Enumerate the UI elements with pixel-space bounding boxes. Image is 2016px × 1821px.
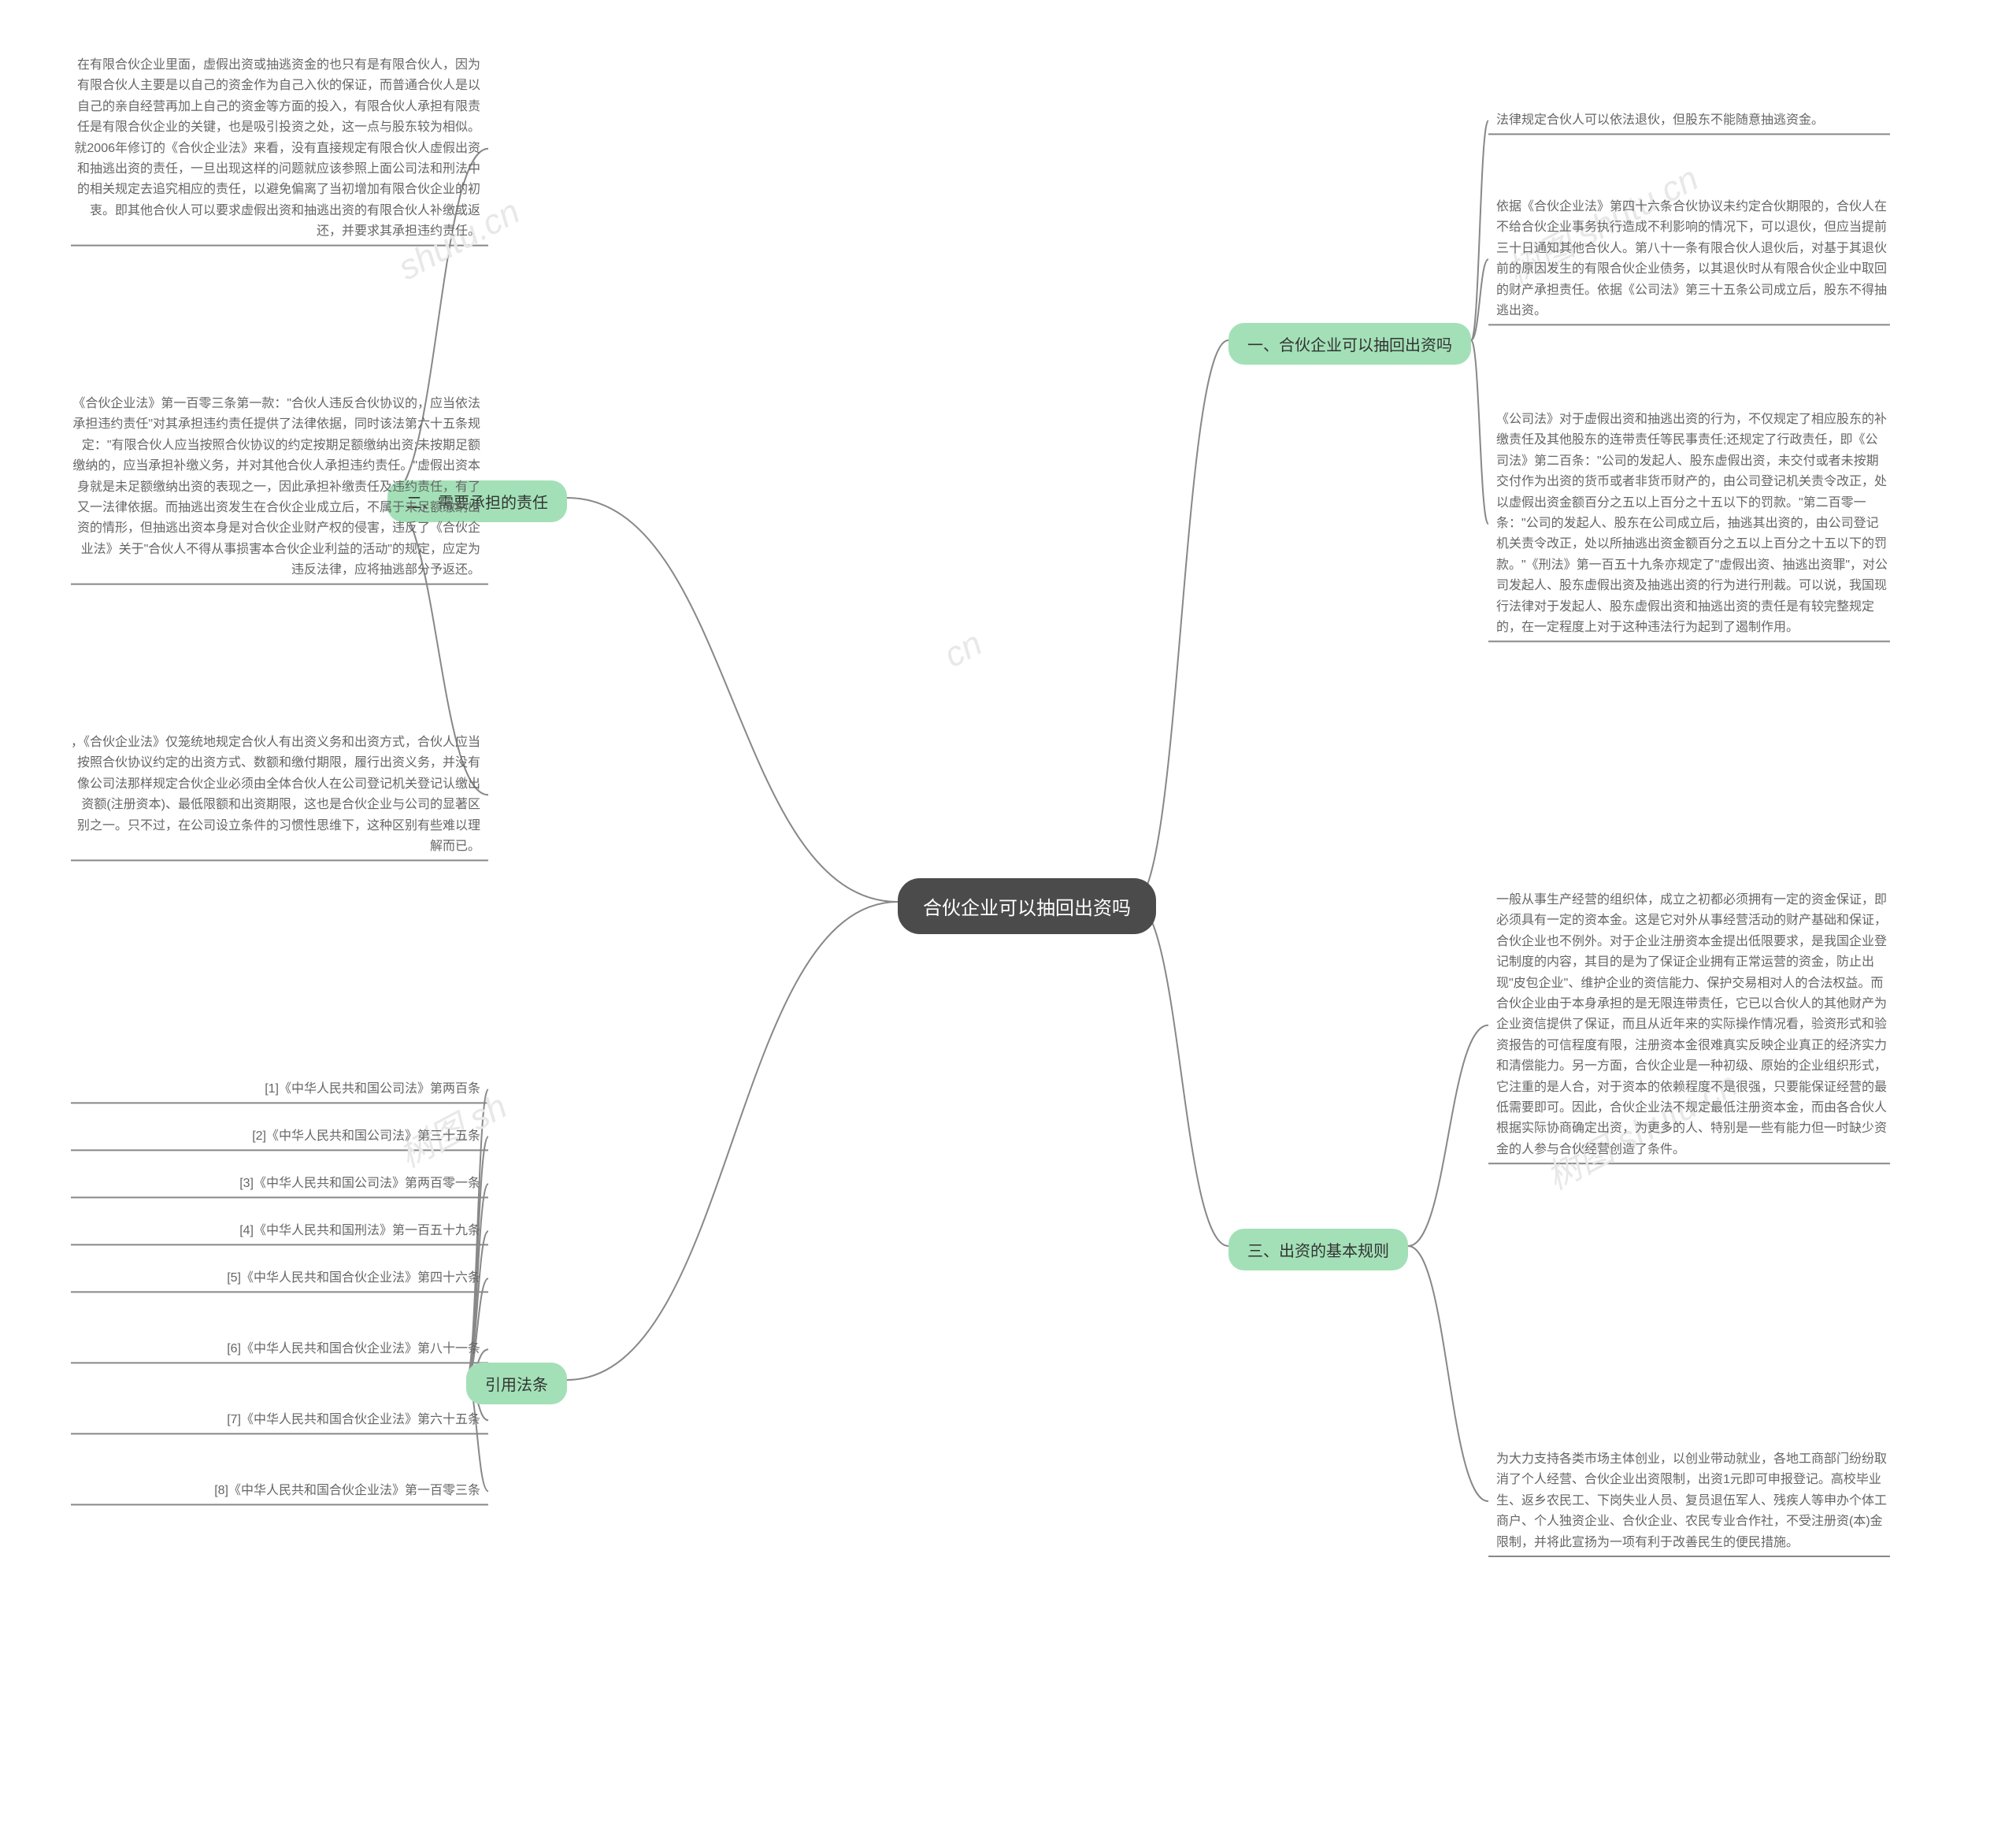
mindmap-canvas: 树图 shutu.cnshutu.cn树图 shutu.cn树图 shcn合伙企… bbox=[0, 0, 2016, 1821]
center-node: 合伙企业可以抽回出资吗 bbox=[898, 878, 1156, 934]
leaf-node: ，《合伙企业法》仅笼统地规定合伙人有出资义务和出资方式，合伙人应当按照合伙协议约… bbox=[71, 732, 480, 857]
leaf-node: 法律规定合伙人可以依法退伙，但股东不能随意抽逃资金。 bbox=[1496, 110, 1890, 131]
leaf-node: [1]《中华人民共和国公司法》第两百条 bbox=[71, 1079, 480, 1100]
branch-node: 三、出资的基本规则 bbox=[1228, 1229, 1408, 1270]
leaf-node: [6]《中华人民共和国合伙企业法》第八十一条 bbox=[71, 1339, 480, 1359]
leaf-node: [7]《中华人民共和国合伙企业法》第六十五条 bbox=[71, 1410, 480, 1430]
leaf-node: 为大力支持各类市场主体创业，以创业带动就业，各地工商部门纷纷取消了个人经营、合伙… bbox=[1496, 1449, 1890, 1553]
leaf-node: [3]《中华人民共和国公司法》第两百零一条 bbox=[71, 1174, 480, 1194]
leaf-node: 一般从事生产经营的组织体，成立之初都必须拥有一定的资金保证，即必须具有一定的资本… bbox=[1496, 890, 1890, 1160]
leaf-node: [2]《中华人民共和国公司法》第三十五条 bbox=[71, 1126, 480, 1147]
leaf-node: [4]《中华人民共和国刑法》第一百五十九条 bbox=[71, 1221, 480, 1241]
branch-node: 一、合伙企业可以抽回出资吗 bbox=[1228, 323, 1471, 365]
leaf-node: 依据《合伙企业法》第四十六条合伙协议未约定合伙期限的，合伙人在不给合伙企业事务执… bbox=[1496, 197, 1890, 321]
leaf-node: [5]《中华人民共和国合伙企业法》第四十六条 bbox=[71, 1268, 480, 1289]
leaf-node: [8]《中华人民共和国合伙企业法》第一百零三条 bbox=[71, 1481, 480, 1501]
leaf-node: 《公司法》对于虚假出资和抽逃出资的行为，不仅规定了相应股东的补缴责任及其他股东的… bbox=[1496, 410, 1890, 638]
watermark: cn bbox=[938, 624, 989, 676]
branch-node: 引用法条 bbox=[466, 1363, 567, 1404]
leaf-node: 在有限合伙企业里面，虚假出资或抽逃资金的也只有是有限合伙人，因为有限合伙人主要是… bbox=[71, 55, 480, 243]
leaf-node: 《合伙企业法》第一百零三条第一款："合伙人违反合伙协议的，应当依法承担违约责任"… bbox=[71, 394, 480, 581]
